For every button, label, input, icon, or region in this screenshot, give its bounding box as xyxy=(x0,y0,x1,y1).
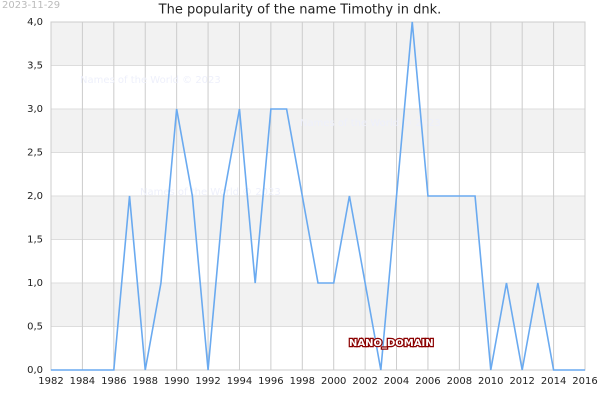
x-tick-label: 1982 xyxy=(38,376,63,387)
domain-label: NANO_DOMAIN xyxy=(349,338,434,349)
x-tick-label: 2002 xyxy=(352,376,377,387)
x-tick-label: 1992 xyxy=(195,376,220,387)
x-tick-label: 2010 xyxy=(478,376,503,387)
y-tick-label: 1,5 xyxy=(27,235,43,246)
grid-band xyxy=(51,109,585,153)
data-line xyxy=(51,21,585,371)
x-tick-label: 1990 xyxy=(164,376,189,387)
grid-band xyxy=(51,22,585,66)
x-tick-label: 1986 xyxy=(101,376,126,387)
watermark: Names of the World © 2023 xyxy=(80,75,221,86)
plot-frame xyxy=(50,21,586,371)
y-tick-label: 4,0 xyxy=(27,17,43,28)
x-tick-label: 1998 xyxy=(290,376,315,387)
y-tick-label: 3,5 xyxy=(27,61,43,72)
x-tick-label: 2006 xyxy=(415,376,440,387)
x-tick-label: 2016 xyxy=(572,376,597,387)
x-tick-label: 2008 xyxy=(447,376,472,387)
x-tick-label: 2004 xyxy=(384,376,409,387)
x-tick-label: 1984 xyxy=(70,376,95,387)
watermark: Names of the World © 2023 xyxy=(300,118,441,129)
x-tick-label: 1994 xyxy=(227,376,252,387)
x-tick-label: 2000 xyxy=(321,376,346,387)
y-tick-label: 2,5 xyxy=(27,148,43,159)
y-tick-label: 0,5 xyxy=(27,322,43,333)
x-tick-label: 2014 xyxy=(541,376,566,387)
x-tick-label: 1988 xyxy=(133,376,158,387)
y-tick-label: 1,0 xyxy=(27,278,43,289)
date-stamp: 2023-11-29 xyxy=(2,0,60,11)
x-tick-label: 1996 xyxy=(258,376,283,387)
y-tick-label: 0,0 xyxy=(27,365,43,376)
x-tick-label: 2012 xyxy=(509,376,534,387)
y-tick-label: 2,0 xyxy=(27,191,43,202)
chart-title: The popularity of the name Timothy in dn… xyxy=(158,3,442,18)
grid-band xyxy=(51,196,585,240)
y-tick-label: 3,0 xyxy=(27,104,43,115)
watermark: Names of the World © 2023 xyxy=(140,187,281,198)
